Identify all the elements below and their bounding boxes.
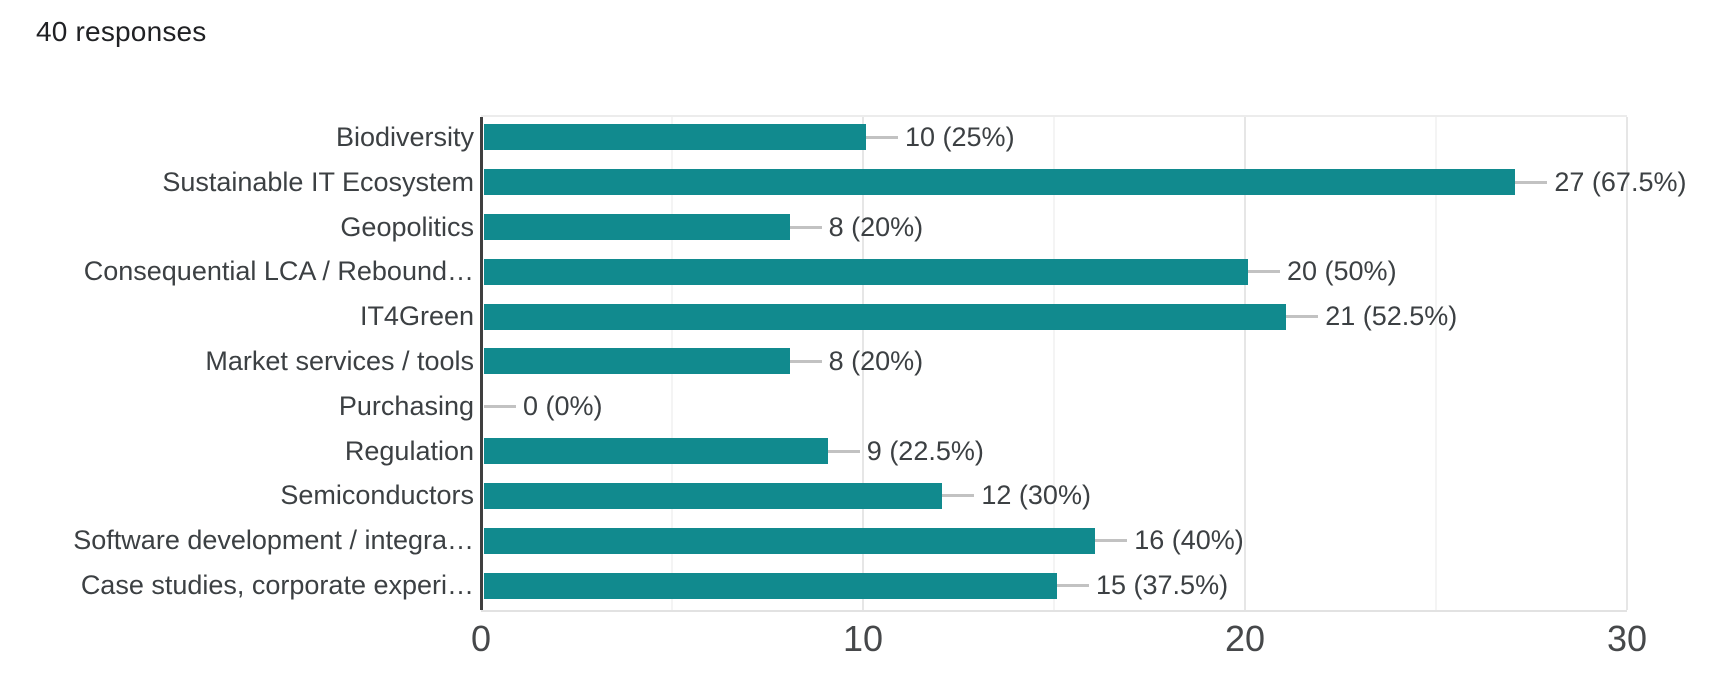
bar-track: 15 (37.5%) <box>484 570 1630 601</box>
bar <box>484 438 828 465</box>
category-label: IT4Green <box>359 301 474 332</box>
value-label: 16 (40%) <box>1134 525 1244 556</box>
x-axis-tick-label: 0 <box>470 618 492 659</box>
x-axis-tick-label: 30 <box>1606 618 1648 659</box>
annotation-stem <box>1057 584 1089 588</box>
category-label: Sustainable IT Ecosystem <box>162 166 474 197</box>
y-axis-baseline <box>480 117 483 610</box>
bar-row: Semiconductors 12 (30%) <box>0 474 1718 519</box>
annotation-stem <box>1095 539 1128 543</box>
annotation-stem <box>1515 180 1548 184</box>
x-axis: 0 10 20 30 <box>471 614 1647 670</box>
bar-track: 21 (52.5%) <box>484 301 1630 332</box>
value-label: 21 (52.5%) <box>1325 301 1458 332</box>
bar-row: Geopolitics 8 (20%) <box>0 205 1718 250</box>
bar-track: 8 (20%) <box>484 212 1630 243</box>
annotation-stem <box>942 494 975 498</box>
value-label: 8 (20%) <box>828 211 924 242</box>
gridline-minor <box>1053 117 1055 610</box>
bar-row: Purchasing 0 (0%) <box>0 384 1718 429</box>
annotation-stem <box>827 449 860 453</box>
category-label: Consequential LCA / Rebound… <box>83 256 474 287</box>
gridline-major <box>1626 117 1628 610</box>
bar-row: Market services / tools 8 (20%) <box>0 339 1718 384</box>
x-axis-tick-label: 10 <box>842 618 884 659</box>
annotation-stem <box>866 135 898 139</box>
bar <box>484 169 1516 196</box>
value-label: 12 (30%) <box>981 480 1091 511</box>
category-label: Purchasing <box>338 390 474 421</box>
annotation-stem <box>789 359 822 363</box>
bar-track: 9 (22.5%) <box>484 436 1630 467</box>
gridline-major <box>1244 117 1246 610</box>
category-label: Market services / tools <box>205 345 474 376</box>
responses-count: 40 responses <box>36 16 207 47</box>
bar <box>484 214 790 241</box>
bar-row: Regulation 9 (22.5%) <box>0 429 1718 474</box>
value-label: 20 (50%) <box>1287 256 1397 287</box>
bar-row: Consequential LCA / Rebound… 20 (50%) <box>0 249 1718 294</box>
category-label: Case studies, corporate experi… <box>80 570 474 601</box>
bar-row: IT4Green 21 (52.5%) <box>0 294 1718 339</box>
bar-track: 10 (25%) <box>484 122 1630 153</box>
category-label: Semiconductors <box>280 480 474 511</box>
bar <box>484 572 1057 599</box>
value-label: 10 (25%) <box>905 121 1015 152</box>
bar-track: 8 (20%) <box>484 346 1630 377</box>
bar <box>484 258 1248 285</box>
bar <box>484 124 866 151</box>
bar-row: Case studies, corporate experi… 15 (37.5… <box>0 563 1718 608</box>
category-label: Geopolitics <box>340 211 474 242</box>
annotation-stem <box>789 225 822 229</box>
annotation-stem <box>1248 270 1280 274</box>
gridline-minor <box>1435 117 1437 610</box>
annotation-stem <box>1286 315 1319 319</box>
bar-row: Software development / integra… 16 (40%) <box>0 518 1718 563</box>
category-label: Biodiversity <box>335 121 474 152</box>
value-label: 8 (20%) <box>828 345 924 376</box>
bar <box>484 482 943 509</box>
bar-rows: Biodiversity 10 (25%) Sustainable IT Eco… <box>0 115 1718 608</box>
category-label: Software development / integra… <box>73 525 474 556</box>
bar-track: 12 (30%) <box>484 480 1630 511</box>
bar <box>484 527 1096 554</box>
annotation-stem <box>484 404 516 408</box>
bar-track: 20 (50%) <box>484 256 1630 287</box>
category-label: Regulation <box>344 435 474 466</box>
value-label: 15 (37.5%) <box>1096 570 1229 601</box>
bar-row: Biodiversity 10 (25%) <box>0 115 1718 160</box>
bar-track: 16 (40%) <box>484 525 1630 556</box>
bar <box>484 348 790 375</box>
value-label: 9 (22.5%) <box>866 435 984 466</box>
bar <box>484 303 1287 330</box>
bar-track: 0 (0%) <box>484 391 1630 422</box>
value-label: 0 (0%) <box>523 390 603 421</box>
bar-track: 27 (67.5%) <box>484 167 1686 198</box>
x-axis-tick-label: 20 <box>1224 618 1266 659</box>
bar-row: Sustainable IT Ecosystem 27 (67.5%) <box>0 160 1718 205</box>
gridline-major <box>862 117 864 610</box>
value-label: 27 (67.5%) <box>1554 166 1687 197</box>
